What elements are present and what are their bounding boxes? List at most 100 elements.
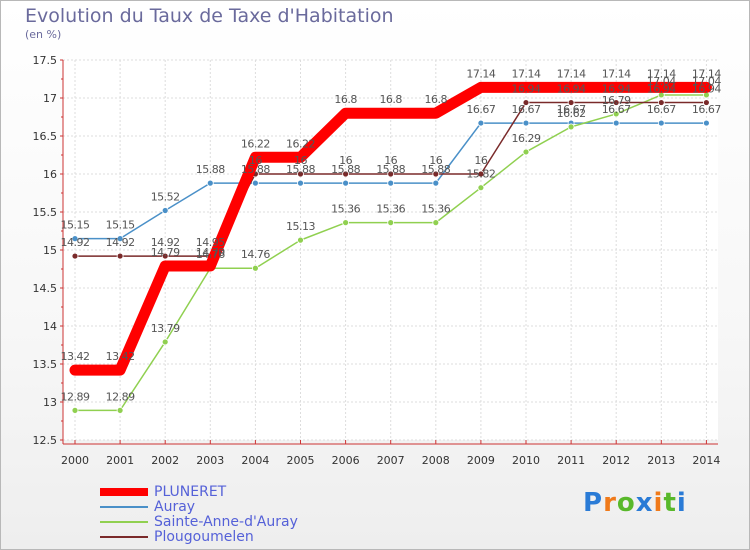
legend-label-1: Auray [154, 499, 196, 515]
data-label: 14.76 [241, 248, 270, 261]
legend-label-0: PLUNERET [154, 484, 227, 500]
legend-swatch-0 [100, 488, 148, 496]
data-point [566, 82, 577, 93]
x-tick-label: 2009 [467, 454, 495, 467]
data-label: 14.79 [151, 246, 180, 259]
data-label: 12.89 [61, 390, 90, 403]
data-point [250, 152, 261, 163]
data-label: 16.67 [466, 103, 495, 116]
data-label: 15.13 [286, 220, 315, 233]
data-point [160, 260, 171, 271]
data-point [657, 119, 665, 127]
data-label: 16.8 [379, 93, 402, 106]
data-label: 17.14 [512, 67, 541, 80]
data-point [295, 152, 306, 163]
data-label: 16.94 [692, 83, 721, 96]
x-tick-label: 2010 [512, 454, 540, 467]
data-point [522, 119, 530, 127]
legend-label-2: Sainte-Anne-d'Auray [154, 514, 298, 530]
data-label: 17.04 [647, 75, 676, 88]
data-label: 16 [474, 154, 487, 167]
x-tick-label: 2004 [241, 454, 269, 467]
x-tick-label: 2007 [377, 454, 405, 467]
data-label: 16 [429, 154, 442, 167]
proxiti-logo: Proxiti [583, 488, 687, 518]
data-label: 15.88 [331, 163, 360, 176]
data-label: 17.14 [692, 67, 721, 80]
data-point [387, 179, 395, 187]
legend-swatch-2 [100, 521, 148, 523]
data-label: 14.92 [151, 236, 180, 249]
data-label: 15.88 [241, 163, 270, 176]
data-label: 13.42 [106, 350, 135, 363]
data-point [251, 264, 259, 272]
data-point [385, 108, 396, 119]
data-point [703, 99, 710, 106]
data-label: 16.8 [425, 93, 448, 106]
data-point [432, 219, 440, 227]
data-label: 16 [294, 154, 307, 167]
data-point [342, 219, 350, 227]
data-point [251, 179, 259, 187]
data-point [71, 252, 79, 260]
legend-swatch-3 [100, 536, 148, 538]
data-label: 16.22 [241, 137, 270, 150]
data-point [522, 148, 530, 156]
data-label: 13.42 [61, 350, 90, 363]
data-label: 16.67 [647, 103, 676, 116]
data-label: 16.62 [557, 107, 586, 120]
y-tick-label: 17 [43, 92, 57, 105]
data-label: 16.8 [334, 93, 357, 106]
data-label: 17.14 [466, 67, 495, 80]
y-tick-label: 16 [43, 168, 57, 181]
data-label: 13.79 [151, 322, 180, 335]
data-point [477, 170, 485, 178]
data-point [612, 99, 620, 106]
data-label: 16 [384, 154, 397, 167]
data-label: 16.79 [602, 94, 631, 107]
x-tick-label: 2011 [557, 454, 585, 467]
data-label: 15.36 [331, 203, 360, 216]
data-point [387, 170, 395, 178]
logo-letter: o [616, 488, 636, 518]
x-tick-label: 2002 [151, 454, 179, 467]
data-label: 15.82 [466, 168, 495, 181]
data-label: 14.92 [61, 236, 90, 249]
data-point [342, 179, 350, 187]
series-lines [69, 81, 712, 414]
logo-letter: P [583, 488, 604, 518]
data-labels: 13.42 13.42 14.79 14.79 16.22 16.22 16.8 16.8 16… [61, 67, 722, 403]
data-point [522, 99, 530, 106]
x-tick-label: 2003 [196, 454, 224, 467]
data-label: 16.94 [557, 83, 586, 96]
data-point [430, 108, 441, 119]
data-label: 12.89 [106, 390, 135, 403]
data-label: 17.14 [647, 67, 676, 80]
data-point [703, 119, 710, 127]
y-tick-label: 13 [43, 396, 57, 409]
data-point [116, 406, 124, 414]
data-label: 16 [249, 154, 262, 167]
data-label: 17.14 [557, 67, 586, 80]
data-label: 14.76 [196, 248, 225, 261]
data-label: 15.88 [196, 163, 225, 176]
data-point [432, 170, 440, 178]
data-label: 15.88 [286, 163, 315, 176]
data-point [297, 170, 304, 178]
data-point [475, 82, 486, 93]
data-label: 17.14 [602, 67, 631, 80]
legend-swatch-1 [100, 506, 148, 508]
data-label: 15.52 [151, 190, 180, 203]
data-label: 15.88 [376, 163, 405, 176]
chart-subtitle: (en %) [25, 28, 62, 41]
logo-letter: i [653, 488, 664, 518]
y-tick-label: 14.5 [33, 282, 58, 295]
data-point [161, 207, 169, 214]
data-label: 16.67 [557, 103, 586, 116]
data-label: 17.04 [692, 75, 721, 88]
logo-letter: t [663, 488, 677, 518]
y-tick-label: 15 [43, 244, 57, 257]
data-point [116, 252, 124, 260]
data-point [477, 119, 485, 127]
